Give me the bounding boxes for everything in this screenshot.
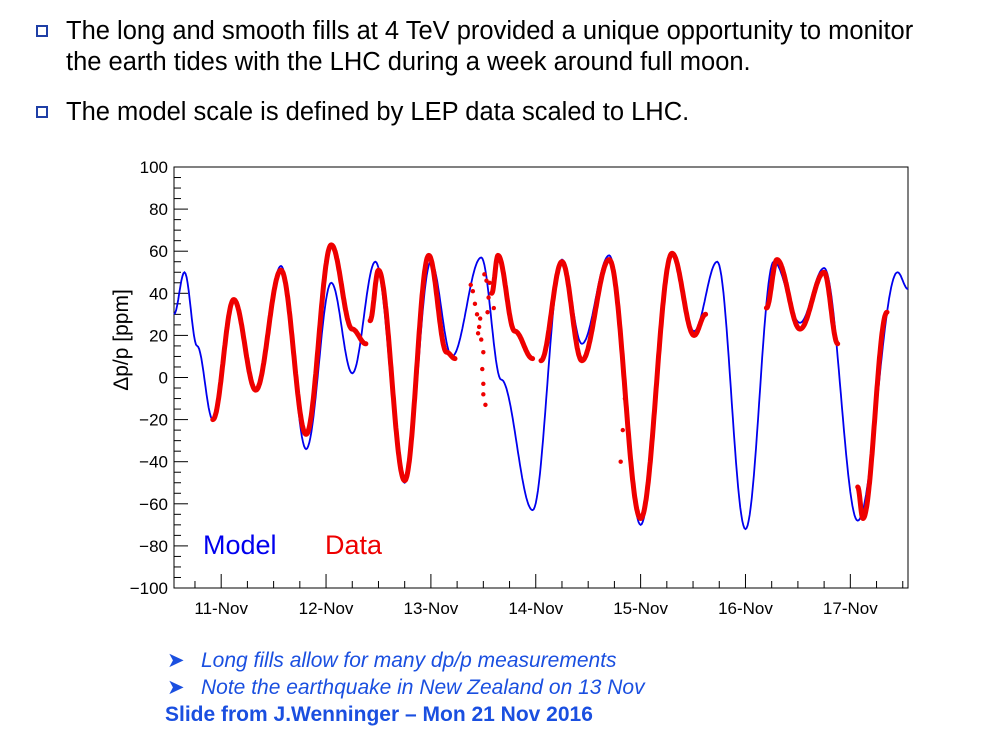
data-point	[477, 316, 483, 321]
data-point	[620, 427, 625, 433]
note-1-text: Long fills allow for many dp/p measureme…	[201, 649, 617, 672]
data-point	[487, 280, 492, 285]
x-tick-label: 11-Nov	[194, 599, 248, 618]
y-tick-label: −40	[139, 453, 168, 472]
note-2: ➤ Note the earthquake in New Zealand on 1…	[167, 674, 645, 701]
y-axis-label: Δp/p [ppm]	[110, 289, 133, 391]
legend-data: Data	[325, 530, 383, 560]
bullet-2: The model scale is defined by LEP data s…	[36, 97, 936, 128]
data-point	[475, 331, 481, 336]
data-point	[481, 381, 486, 387]
model-series	[173, 254, 909, 531]
y-tick-label: 0	[159, 369, 168, 388]
plot-frame	[173, 166, 909, 589]
data-point	[484, 278, 489, 283]
data-segment	[538, 250, 709, 521]
bullet-1-text: The long and smooth fills at 4 TeV provi…	[66, 17, 914, 76]
x-axis: 11-Nov 12-Nov 13-Nov 14-Nov 15-Nov 16-Nov 17-N…	[194, 574, 904, 618]
checkbox-bullet-icon	[36, 106, 48, 118]
data-point	[481, 392, 486, 397]
x-tick-label: 14-Nov	[508, 599, 563, 618]
x-tick-label: 12-Nov	[299, 599, 354, 618]
data-point	[468, 282, 473, 288]
data-point	[480, 366, 485, 372]
note-1: ➤ Long fills allow for many dp/p measurem…	[167, 647, 645, 674]
arrow-bullet-icon: ➤	[167, 649, 185, 672]
data-point	[622, 396, 628, 401]
data-point	[474, 312, 480, 317]
slide-credit: Slide from J.Wenninger – Mon 21 Nov 2016	[165, 703, 593, 726]
data-point	[483, 402, 488, 408]
data-point	[470, 288, 476, 294]
tide-chart: 100 80 60 40 20 0 −20 −40 −60 −80 −100 11-Nov 12-No…	[110, 158, 909, 618]
data-point	[482, 272, 487, 277]
x-tick-label: 13-Nov	[403, 599, 458, 618]
data-segment	[855, 309, 890, 521]
data-point	[481, 350, 486, 355]
y-tick-label: 80	[149, 200, 168, 219]
note-2-text: Note the earthquake in New Zealand on 13…	[201, 676, 645, 699]
model-line	[173, 254, 909, 531]
y-tick-label: 40	[149, 284, 168, 303]
data-point	[618, 459, 623, 464]
checkbox-bullet-icon	[36, 25, 48, 37]
y-tick-label: −100	[130, 579, 168, 598]
y-tick-label: 60	[149, 242, 168, 261]
x-tick-label: 16-Nov	[718, 599, 773, 618]
data-point	[472, 301, 478, 307]
data-point	[486, 295, 491, 300]
y-tick-label: −20	[139, 411, 168, 430]
y-tick-label: −60	[139, 495, 168, 514]
y-axis: 100 80 60 40 20 0 −20 −40 −60 −80 −100	[130, 158, 188, 598]
data-segment	[367, 252, 458, 484]
x-tick-label: 15-Nov	[613, 599, 668, 618]
plot-border	[173, 166, 909, 589]
y-tick-label: −80	[139, 537, 168, 556]
legend-model: Model	[203, 530, 277, 560]
data-point	[476, 324, 482, 330]
data-point	[491, 305, 497, 311]
bullet-2-text: The model scale is defined by LEP data s…	[66, 98, 690, 126]
y-tick-label: 100	[140, 158, 168, 177]
data-segment	[489, 252, 536, 362]
arrow-bullet-icon: ➤	[167, 676, 185, 699]
bullet-1: The long and smooth fills at 4 TeV provi…	[36, 16, 936, 78]
notes: ➤ Long fills allow for many dp/p measurem…	[167, 647, 645, 701]
x-tick-label: 17-Nov	[823, 599, 878, 618]
data-point	[485, 310, 490, 315]
data-point	[479, 337, 484, 342]
data-series	[210, 242, 890, 521]
y-tick-label: 20	[149, 326, 168, 345]
data-segment	[210, 242, 369, 437]
data-segment	[763, 257, 841, 347]
